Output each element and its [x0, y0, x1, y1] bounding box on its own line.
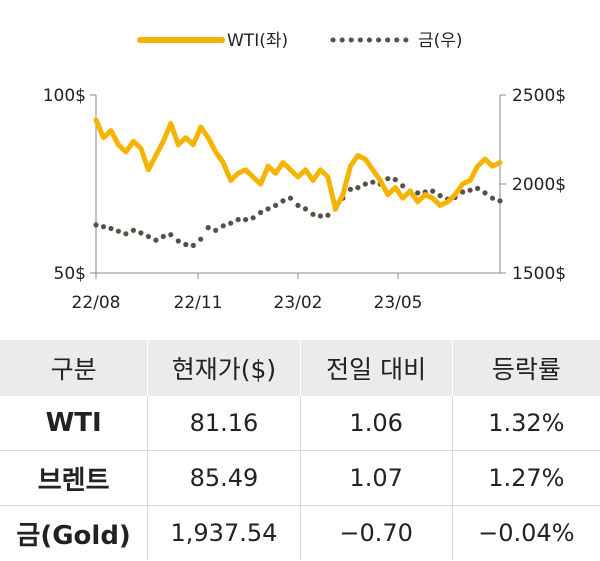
daily-change-cell: 1.06: [300, 396, 453, 451]
gold-price-point: [100, 224, 107, 230]
gold-price-point: [460, 189, 466, 195]
change-rate-cell: 1.32%: [452, 396, 600, 451]
gold-price-point: [430, 188, 436, 194]
gold-price-point: [295, 202, 301, 208]
gold-price-point: [130, 227, 136, 233]
current-price-cell: 1,937.54: [147, 505, 301, 560]
gold-price-point: [160, 233, 166, 240]
gold-price-point: [243, 217, 249, 223]
gold-price-point: [228, 220, 234, 226]
gold-price-point: [400, 183, 406, 189]
gold-price-point: [475, 185, 481, 191]
gold-price-point: [190, 242, 196, 248]
header-category: 구분: [0, 340, 149, 396]
header-change-rate: 등락률: [452, 340, 600, 396]
legend: WTI(좌) 금(우): [137, 31, 463, 51]
y-right-tick-label: 2000$: [512, 175, 566, 195]
gold-price-point: [347, 186, 353, 192]
wti-price-line: [93, 117, 503, 212]
gold-price-point: [108, 225, 114, 232]
y-left-tick-label: 100$: [43, 86, 86, 106]
x-tick-label: 22/08: [72, 293, 121, 313]
table-header-row: 구분 현재가($) 전일 대비 등락률: [0, 340, 600, 396]
gold-price-point: [317, 213, 323, 219]
gold-price-point: [362, 181, 368, 187]
row-label: WTI: [0, 396, 149, 451]
gold-price-point: [302, 206, 309, 212]
gold-price-point: [310, 211, 316, 217]
gold-price-point: [115, 228, 121, 234]
table-row: 금(Gold) 1,937.54 −0.70 −0.04%: [0, 505, 600, 560]
current-price-cell: 81.16: [147, 396, 301, 451]
x-tick-label: 23/05: [374, 293, 423, 313]
current-price-cell: 85.49: [147, 450, 301, 506]
table-row: 브렌트 85.49 1.07 1.27%: [0, 450, 600, 506]
gold-price-point: [183, 241, 189, 248]
gold-price-point: [145, 233, 151, 240]
y-left-tick-label: 50$: [54, 264, 86, 284]
gold-price-point: [415, 190, 421, 196]
gold-price-point: [175, 238, 181, 244]
x-tick-label: 23/02: [274, 293, 323, 313]
legend-wti-label: WTI(좌): [227, 31, 288, 51]
gold-price-point: [437, 193, 443, 199]
row-label: 브렌트: [0, 450, 149, 506]
gold-price-point: [235, 217, 241, 223]
legend-gold-label: 금(우): [418, 31, 463, 51]
header-current-price: 현재가($): [147, 340, 301, 396]
gold-price-point: [93, 222, 99, 228]
gold-price-point: [213, 227, 219, 233]
gold-price-point: [385, 176, 391, 182]
gold-price-point: [265, 206, 271, 212]
change-rate-cell: 1.27%: [452, 450, 600, 506]
gold-price-point: [370, 179, 376, 185]
table-row: WTI 81.16 1.06 1.32%: [0, 396, 600, 451]
gold-price-point: [325, 212, 331, 218]
gold-price-point: [168, 232, 174, 238]
gold-price-point: [138, 230, 144, 236]
gold-price-point: [489, 195, 496, 201]
gold-price-point: [205, 225, 211, 231]
series-layer: [93, 117, 503, 248]
gold-price-point: [153, 237, 159, 243]
gold-price-point: [273, 202, 279, 208]
gold-price-point: [250, 215, 256, 221]
y-right-tick-label: 2500$: [512, 86, 566, 106]
gold-price-point: [220, 223, 226, 229]
gold-price-point: [280, 198, 286, 204]
change-rate-cell: −0.04%: [478, 519, 575, 547]
price-summary-table: 구분 현재가($) 전일 대비 등락률 WTI 81.16 1.06 1.32%…: [0, 340, 600, 560]
gold-price-point: [198, 236, 204, 242]
gold-price-point: [287, 195, 294, 201]
price-chart: WTI(좌) 금(우) 100$ 50$ 2500$ 2000$ 1500$ 2…: [43, 31, 566, 313]
row-label: 금(Gold): [0, 505, 149, 560]
daily-change-cell: 1.07: [300, 450, 453, 506]
y-right-tick-label: 1500$: [512, 264, 566, 284]
gold-price-point: [467, 187, 473, 193]
gold-price-point: [258, 209, 264, 216]
x-tick-label: 22/11: [174, 293, 223, 313]
daily-change-cell: −0.70: [300, 505, 453, 560]
header-daily-change: 전일 대비: [300, 340, 453, 396]
gold-price-point: [392, 177, 398, 183]
gold-price-point: [355, 185, 361, 191]
axes: 100$ 50$ 2500$ 2000$ 1500$ 22/08 22/11 2…: [43, 86, 566, 313]
gold-price-point: [497, 198, 503, 204]
gold-price-point: [123, 231, 129, 237]
gold-price-point: [482, 190, 488, 196]
